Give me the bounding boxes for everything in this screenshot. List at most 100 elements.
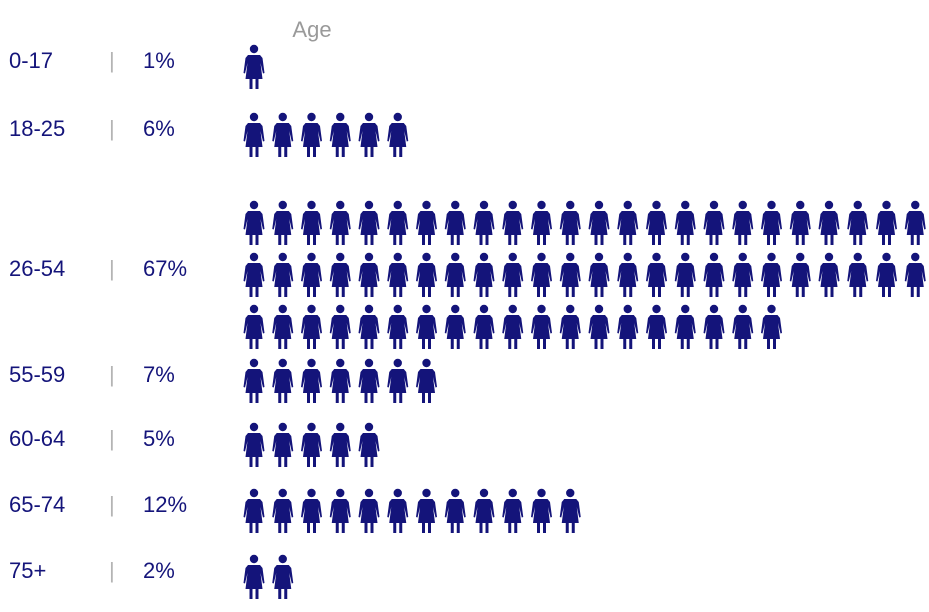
person-icon <box>703 252 725 297</box>
percent-label: 6% <box>143 116 175 141</box>
person-icon <box>243 304 265 349</box>
row-75: 75+ | 2% <box>9 554 294 599</box>
pictograph-rows: 0-17 | 1% 18-25 | 6% 26-54 | 67% 55-59 | 7% 60-64 | 5%… <box>9 44 926 599</box>
person-icon <box>272 304 294 349</box>
percent-label: 5% <box>143 426 175 451</box>
person-icon <box>272 358 294 403</box>
person-icon <box>329 112 351 157</box>
person-icon <box>416 252 437 297</box>
person-icon <box>387 488 409 533</box>
person-icon <box>358 200 380 245</box>
person-icon <box>387 252 409 297</box>
person-icon <box>617 200 639 245</box>
chart-title: Age <box>292 17 331 42</box>
person-icon <box>732 304 754 349</box>
person-icon <box>904 200 926 245</box>
percent-label: 12% <box>143 492 187 517</box>
person-icon <box>387 304 409 349</box>
person-icon <box>301 488 322 533</box>
person-icon <box>502 488 524 533</box>
person-icon <box>416 488 437 533</box>
row-26-54: 26-54 | 67% <box>9 200 926 349</box>
person-icon <box>761 252 782 297</box>
person-icon <box>789 200 811 245</box>
person-icon <box>301 304 322 349</box>
percent-label: 2% <box>143 558 175 583</box>
person-icon <box>243 252 265 297</box>
person-icon <box>272 554 294 599</box>
person-icon <box>301 358 322 403</box>
person-icon <box>416 358 437 403</box>
percent-label: 1% <box>143 48 175 73</box>
row-0-17: 0-17 | 1% <box>9 44 265 89</box>
person-icon <box>818 252 840 297</box>
person-icon <box>531 488 552 533</box>
row-60-64: 60-64 | 5% <box>9 422 380 467</box>
person-icon <box>502 252 524 297</box>
category-label: 65-74 <box>9 492 65 517</box>
person-icon <box>329 358 351 403</box>
person-icon <box>732 252 754 297</box>
person-icon <box>444 200 466 245</box>
person-icon <box>588 200 610 245</box>
person-icon <box>358 422 380 467</box>
separator-label: | <box>109 426 115 451</box>
person-icon <box>617 252 639 297</box>
person-icon <box>703 200 725 245</box>
person-icon <box>416 304 437 349</box>
person-icon <box>243 488 265 533</box>
person-icon <box>473 200 495 245</box>
person-icon <box>243 358 265 403</box>
separator-label: | <box>109 116 115 141</box>
row-18-25: 18-25 | 6% <box>9 112 409 157</box>
person-icon <box>531 304 552 349</box>
category-label: 60-64 <box>9 426 65 451</box>
row-55-59: 55-59 | 7% <box>9 358 437 403</box>
category-label: 75+ <box>9 558 46 583</box>
person-icon <box>904 252 926 297</box>
person-icon <box>243 112 265 157</box>
person-icon <box>301 252 322 297</box>
person-icon <box>559 488 581 533</box>
person-icon <box>617 304 639 349</box>
person-icon <box>272 200 294 245</box>
person-icon <box>473 488 495 533</box>
person-icon <box>329 252 351 297</box>
person-icon <box>243 200 265 245</box>
person-icon <box>876 200 897 245</box>
person-icon <box>301 422 322 467</box>
person-icon <box>329 304 351 349</box>
person-icon <box>272 112 294 157</box>
person-icon <box>444 304 466 349</box>
category-label: 18-25 <box>9 116 65 141</box>
person-icon <box>531 252 552 297</box>
person-icon <box>358 252 380 297</box>
person-icon <box>243 422 265 467</box>
person-icon <box>243 44 265 89</box>
percent-label: 7% <box>143 362 175 387</box>
person-icon <box>272 422 294 467</box>
separator-label: | <box>109 492 115 517</box>
separator-label: | <box>109 362 115 387</box>
person-icon <box>329 488 351 533</box>
person-icon <box>358 358 380 403</box>
person-icon <box>674 252 696 297</box>
separator-label: | <box>109 256 115 281</box>
person-icon <box>502 304 524 349</box>
person-icon <box>444 488 466 533</box>
person-icon <box>588 304 610 349</box>
person-icon <box>301 200 322 245</box>
separator-label: | <box>109 48 115 73</box>
person-icon <box>761 200 782 245</box>
person-icon <box>243 554 265 599</box>
person-icon <box>358 304 380 349</box>
person-icon <box>416 200 437 245</box>
person-icon <box>502 200 524 245</box>
person-icon <box>531 200 552 245</box>
person-icon <box>329 200 351 245</box>
person-icon <box>473 252 495 297</box>
person-icon <box>473 304 495 349</box>
person-icon <box>876 252 897 297</box>
person-icon <box>674 304 696 349</box>
